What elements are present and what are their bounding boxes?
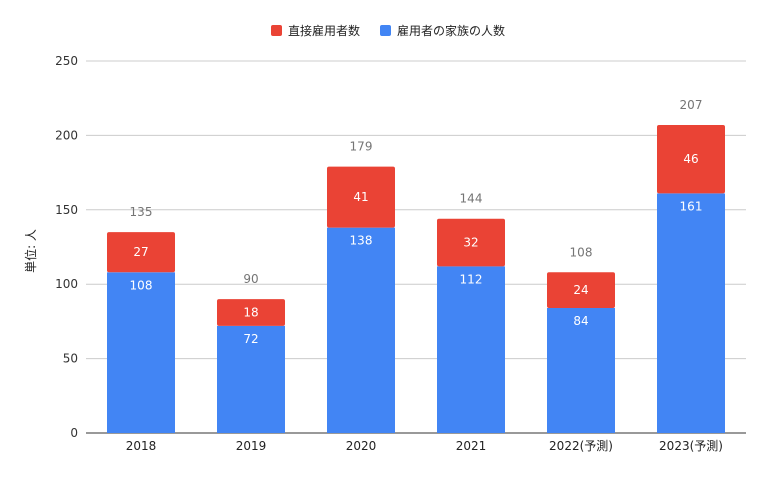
bar-family-members bbox=[437, 266, 505, 433]
x-tick-label: 2020 bbox=[346, 439, 377, 453]
x-axis-ticks: 2018 2019 2020 2021 2022(予測) 2023(予測) bbox=[126, 439, 723, 453]
bar-direct-employees bbox=[437, 218, 505, 267]
bar-direct-employees bbox=[547, 272, 615, 309]
bar-family-members bbox=[547, 308, 615, 433]
bar-direct-employees bbox=[217, 299, 285, 326]
data-label-family-members: 112 bbox=[460, 272, 483, 286]
data-label-direct-employees: 27 bbox=[133, 245, 148, 259]
y-tick-label: 50 bbox=[63, 352, 78, 366]
bar-direct-employees bbox=[327, 166, 395, 228]
data-label-total: 108 bbox=[570, 245, 593, 259]
data-label-total: 207 bbox=[680, 98, 703, 112]
y-tick-label: 0 bbox=[70, 426, 78, 440]
data-label-total: 90 bbox=[243, 272, 258, 286]
x-tick-label: 2022(予測) bbox=[549, 439, 613, 453]
data-labels: 108 27 135 72 18 90 138 41 179 112 32 144 84 24 108 161… bbox=[130, 98, 703, 346]
gridlines bbox=[86, 60, 746, 434]
legend-label: 直接雇用者数 bbox=[288, 23, 360, 38]
legend: 直接雇用者数 雇用者の家族の人数 bbox=[271, 23, 505, 38]
y-axis-ticks: 0 50 100 150 200 250 bbox=[55, 54, 78, 440]
bar-direct-employees bbox=[657, 124, 725, 194]
legend-label: 雇用者の家族の人数 bbox=[397, 23, 505, 38]
y-tick-label: 200 bbox=[55, 128, 78, 142]
bar-family-members bbox=[657, 193, 725, 433]
bar-family-members bbox=[107, 272, 175, 433]
data-label-direct-employees: 24 bbox=[573, 283, 588, 297]
x-tick-label: 2018 bbox=[126, 439, 157, 453]
y-tick-label: 250 bbox=[55, 54, 78, 68]
data-label-family-members: 84 bbox=[573, 314, 588, 328]
data-label-total: 144 bbox=[460, 192, 483, 206]
bars bbox=[107, 124, 725, 433]
bar-family-members bbox=[217, 325, 285, 433]
data-label-family-members: 108 bbox=[130, 278, 153, 292]
bar-direct-employees bbox=[107, 232, 175, 273]
x-tick-label: 2023(予測) bbox=[659, 439, 723, 453]
data-label-family-members: 161 bbox=[680, 199, 703, 213]
y-tick-label: 100 bbox=[55, 277, 78, 291]
legend-swatch bbox=[271, 25, 282, 36]
legend-swatch bbox=[380, 25, 391, 36]
data-label-total: 135 bbox=[130, 205, 153, 219]
data-label-family-members: 138 bbox=[350, 234, 373, 248]
bar-family-members bbox=[327, 227, 395, 433]
data-label-total: 179 bbox=[350, 140, 373, 154]
data-label-direct-employees: 41 bbox=[353, 190, 368, 204]
data-label-direct-employees: 32 bbox=[463, 236, 478, 250]
x-tick-label: 2021 bbox=[456, 439, 487, 453]
data-label-family-members: 72 bbox=[243, 332, 258, 346]
data-label-direct-employees: 18 bbox=[243, 305, 258, 319]
x-tick-label: 2019 bbox=[236, 439, 267, 453]
y-axis-label: 単位: 人 bbox=[23, 229, 38, 273]
y-tick-label: 150 bbox=[55, 203, 78, 217]
data-label-direct-employees: 46 bbox=[683, 152, 698, 166]
